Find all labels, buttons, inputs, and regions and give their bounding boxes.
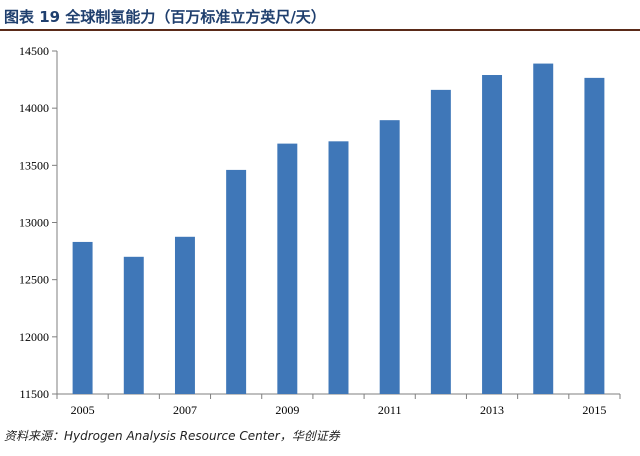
bar-chart: 11500 12000 12500 13000 13500 14000 14500 2005… (19, 44, 621, 417)
y-axis: 11500 12000 12500 13000 13500 14000 14500 (19, 44, 58, 401)
x-tick-label: 2013 (480, 403, 504, 417)
bar-2006 (123, 256, 144, 394)
bar-2010 (328, 141, 349, 394)
x-axis: 2005 2007 2009 2011 2013 2015 (56, 393, 621, 417)
y-tick-label: 12500 (19, 273, 49, 287)
bar-2014 (533, 63, 554, 395)
x-tick-label: 2005 (71, 403, 95, 417)
bars (72, 63, 605, 395)
bar-2008 (226, 169, 247, 394)
bar-2013 (482, 75, 503, 394)
y-tick-label: 14000 (19, 101, 49, 115)
title-bar: 图表 19 全球制氢能力（百万标准立方英尺/天） (0, 0, 640, 31)
title-divider (0, 29, 640, 31)
y-tick-label: 13000 (19, 216, 49, 230)
bar-2009 (277, 143, 298, 394)
x-tick-label: 2007 (173, 403, 197, 417)
bar-2007 (174, 236, 195, 394)
y-tick-label: 14500 (19, 44, 49, 58)
x-tick-label: 2015 (582, 403, 606, 417)
chart-title: 图表 19 全球制氢能力（百万标准立方英尺/天） (4, 8, 326, 26)
source-note: 资料来源：Hydrogen Analysis Resource Center，华… (4, 429, 340, 443)
y-tick-label: 12000 (19, 330, 49, 344)
bar-2005 (72, 241, 93, 394)
bar-2011 (379, 120, 400, 395)
y-tick-label: 11500 (19, 387, 49, 401)
bar-2012 (430, 89, 451, 394)
bar-2015 (584, 77, 605, 394)
x-tick-label: 2009 (275, 403, 299, 417)
y-tick-label: 13500 (19, 158, 49, 172)
x-tick-label: 2011 (378, 403, 402, 417)
